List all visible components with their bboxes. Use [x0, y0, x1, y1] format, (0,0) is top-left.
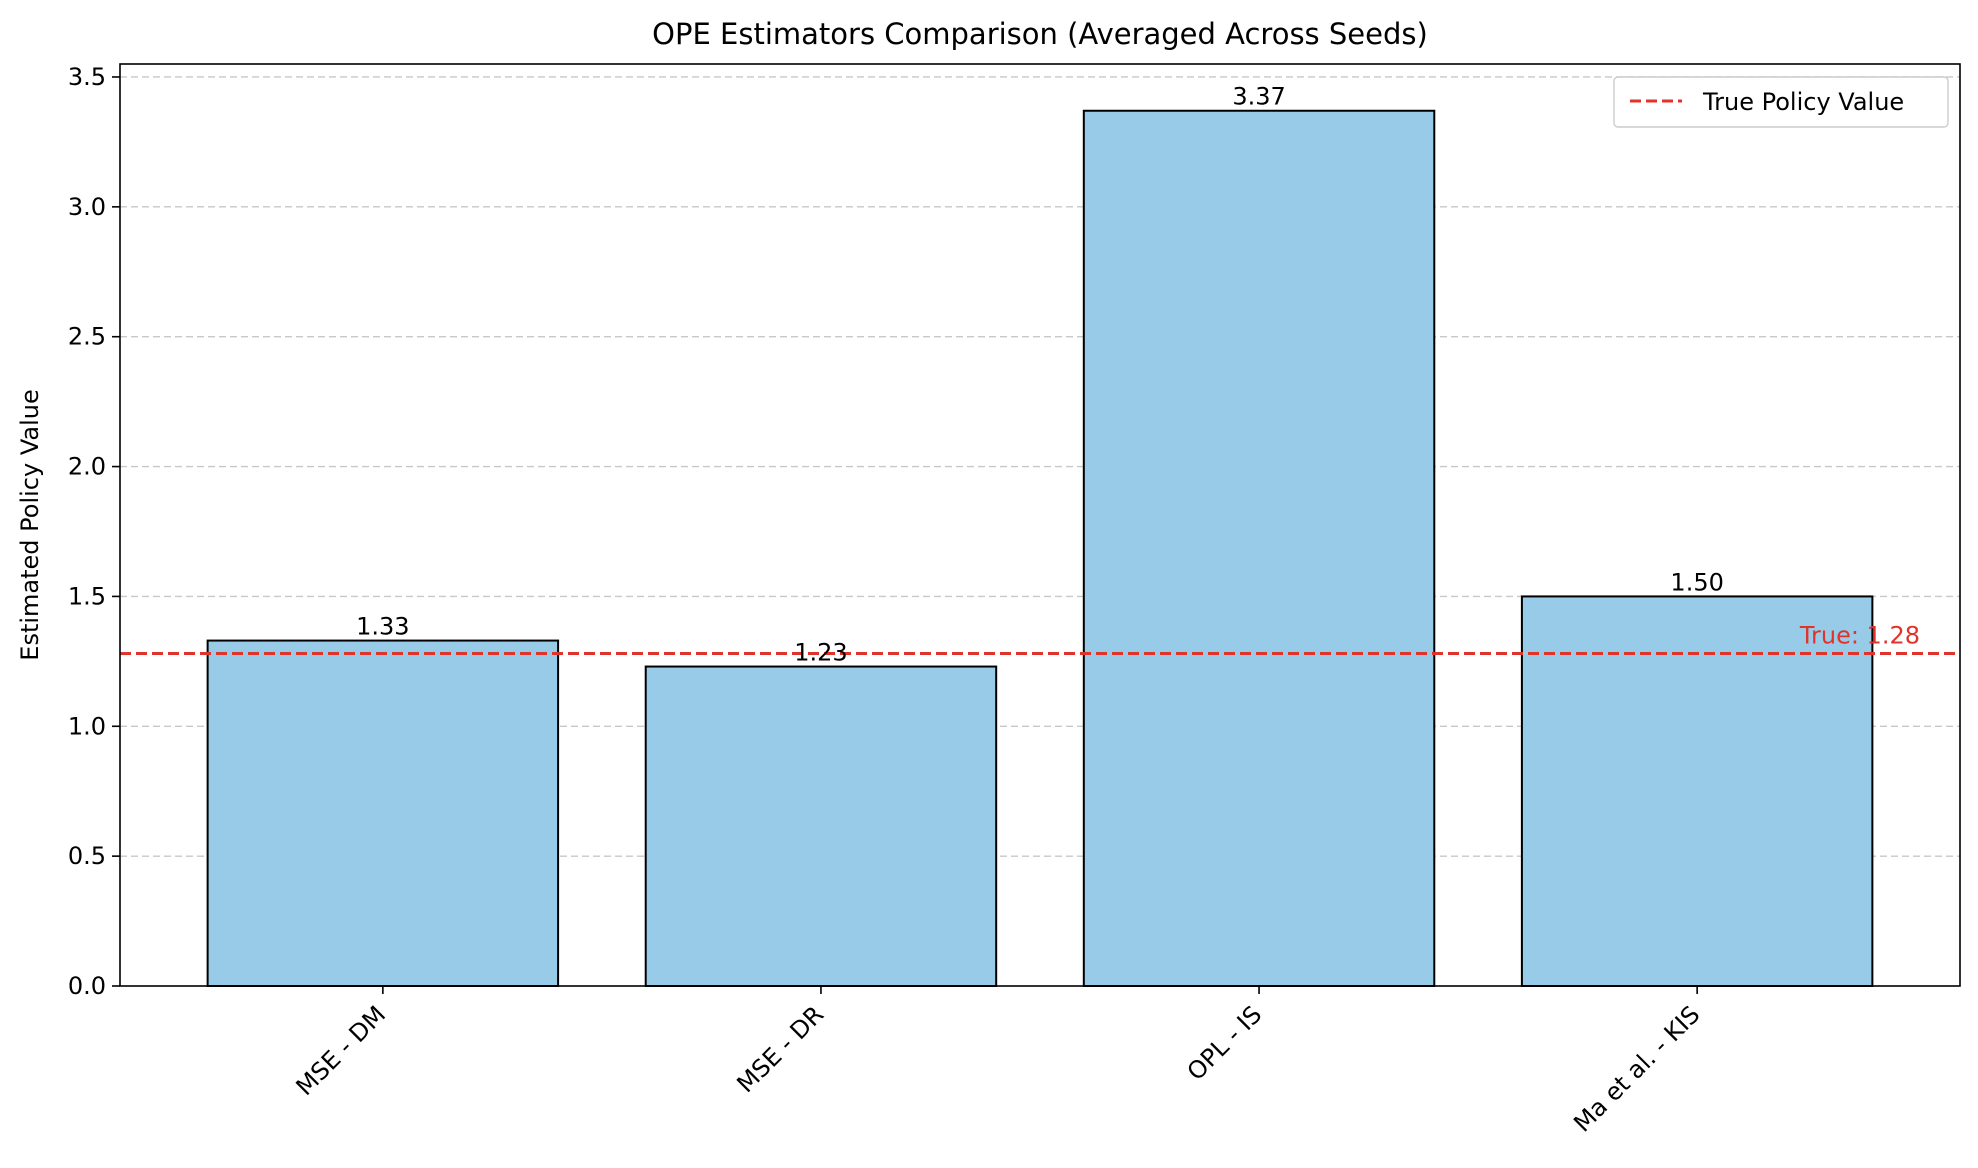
bars — [206, 109, 1874, 988]
y-axis-label: Estimated Policy Value — [16, 389, 44, 660]
chart-title: OPE Estimators Comparison (Averaged Acro… — [652, 17, 1428, 51]
legend-frame — [1613, 76, 1949, 128]
y-tick-label: 0.0 — [68, 972, 106, 1000]
bar-value-label: 3.37 — [1232, 83, 1285, 111]
reference-line-group: True: 1.28 — [120, 622, 1960, 656]
bar-value-labels: 1.33 1.23 3.37 1.50 — [356, 83, 1724, 667]
y-tick-label: 2.5 — [68, 323, 106, 351]
bar — [1520, 595, 1874, 987]
plot-frame — [119, 63, 1961, 987]
y-tick-label: 3.0 — [68, 193, 106, 221]
bar-value-label: 1.23 — [794, 639, 847, 667]
y-tick-label: 2.0 — [68, 453, 106, 481]
y-axis: 0.0 0.5 1.0 1.5 2.0 2.5 3.0 3.5 — [68, 63, 120, 1000]
y-tick-label: 1.0 — [68, 712, 106, 740]
y-tick-label: 3.5 — [68, 63, 106, 91]
legend: True Policy Value — [1613, 76, 1949, 128]
bar — [206, 639, 560, 987]
y-tick-label: 1.5 — [68, 582, 106, 610]
true-value-annotation: True: 1.28 — [1799, 622, 1920, 650]
bar-value-label: 1.33 — [356, 613, 409, 641]
bar — [644, 665, 998, 988]
y-tick-label: 0.5 — [68, 842, 106, 870]
bar-value-label: 1.50 — [1670, 568, 1723, 596]
legend-entry-true-policy-value: True Policy Value — [1702, 88, 1904, 116]
bar — [1082, 109, 1436, 988]
